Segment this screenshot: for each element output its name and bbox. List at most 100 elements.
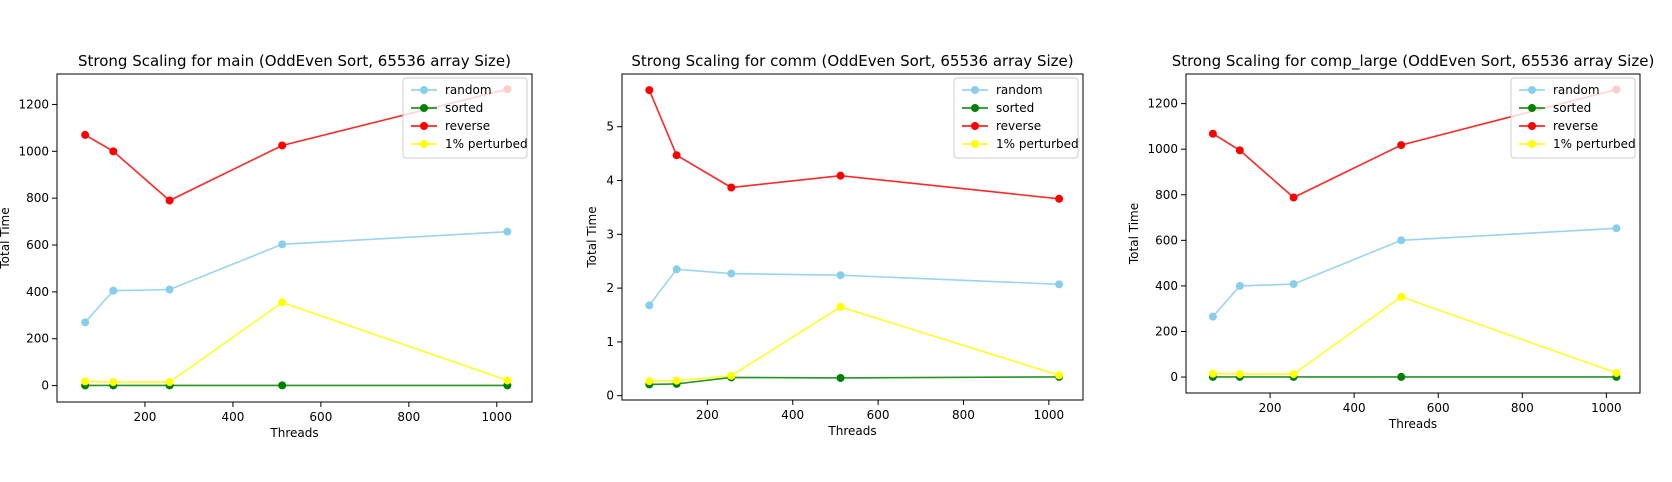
legend: random sorted reverse 1% perturbed xyxy=(402,77,528,159)
legend-marker xyxy=(1528,104,1536,112)
legend-label: random xyxy=(996,83,1043,97)
data-point xyxy=(645,377,654,386)
x-tick-label: 400 xyxy=(1343,401,1366,415)
data-point xyxy=(1289,280,1298,289)
y-tick-label: 1 xyxy=(606,335,614,349)
series-reverse xyxy=(645,86,1064,203)
axes-frame xyxy=(1185,73,1641,394)
y-tick-label: 200 xyxy=(26,332,49,346)
y-tick-label: 5 xyxy=(606,120,614,134)
y-tick-label: 400 xyxy=(1155,279,1178,293)
legend-box xyxy=(953,77,1079,159)
legend-marker xyxy=(420,140,428,148)
x-tick-label: 200 xyxy=(134,410,157,424)
y-axis-label: Total Time xyxy=(1127,203,1141,265)
y-tick-label: 1000 xyxy=(18,144,49,158)
legend-label: reverse xyxy=(445,119,490,133)
legend-item: sorted xyxy=(1519,101,1591,115)
legend-label: sorted xyxy=(445,101,483,115)
series-sorted xyxy=(645,372,1064,389)
y-tick-label: 1200 xyxy=(18,97,49,111)
data-point xyxy=(165,196,174,205)
legend-item: 1% perturbed xyxy=(411,137,528,151)
series-1-perturbed xyxy=(645,302,1064,386)
data-point xyxy=(109,378,118,387)
legend: random sorted reverse 1% perturbed xyxy=(1510,77,1636,159)
data-point xyxy=(1397,236,1406,245)
data-point xyxy=(503,227,512,236)
y-tick-label: 3 xyxy=(606,227,614,241)
chart-panel-1: Strong Scaling for main (OddEven Sort, 6… xyxy=(0,52,533,440)
x-tick-label: 600 xyxy=(867,408,890,422)
legend-marker xyxy=(971,104,979,112)
data-point xyxy=(727,269,736,278)
data-point xyxy=(165,285,174,294)
y-tick-label: 200 xyxy=(1155,324,1178,338)
data-point xyxy=(1055,280,1064,289)
data-point xyxy=(836,171,845,180)
data-point xyxy=(109,286,118,295)
data-point xyxy=(109,147,118,156)
legend-marker xyxy=(420,86,428,94)
x-tick-label: 1000 xyxy=(482,410,513,424)
chart-title: Strong Scaling for comm (OddEven Sort, 6… xyxy=(631,52,1073,70)
legend-marker xyxy=(971,122,979,130)
data-point xyxy=(278,141,287,150)
y-tick-label: 2 xyxy=(606,281,614,295)
legend-label: reverse xyxy=(996,119,1041,133)
data-point xyxy=(1289,370,1298,379)
data-point xyxy=(645,301,654,310)
data-point xyxy=(278,298,287,307)
axes-frame xyxy=(621,73,1084,401)
x-tick-label: 200 xyxy=(1259,401,1282,415)
data-point xyxy=(836,373,845,382)
x-tick-label: 800 xyxy=(1511,401,1534,415)
series-line xyxy=(1212,295,1617,375)
legend-marker xyxy=(420,104,428,112)
data-point xyxy=(1208,312,1217,321)
y-tick-label: 400 xyxy=(26,285,49,299)
data-point xyxy=(1289,193,1298,202)
legend-item: reverse xyxy=(411,119,490,133)
y-tick-label: 0 xyxy=(41,379,49,393)
legend-item: sorted xyxy=(411,101,483,115)
legend-item: 1% perturbed xyxy=(962,137,1079,151)
y-tick-label: 600 xyxy=(26,238,49,252)
series-line xyxy=(85,301,508,383)
data-point xyxy=(1055,371,1064,380)
data-point xyxy=(1235,281,1244,290)
legend-marker xyxy=(971,86,979,94)
data-point xyxy=(1055,194,1064,203)
legend-label: random xyxy=(445,83,492,97)
series-line xyxy=(649,306,1060,382)
data-point xyxy=(836,271,845,280)
legend-marker xyxy=(1528,86,1536,94)
legend-label: 1% perturbed xyxy=(445,137,528,151)
x-tick-label: 200 xyxy=(696,408,719,422)
data-point xyxy=(1612,368,1621,377)
x-tick-label: 600 xyxy=(309,410,332,424)
data-point xyxy=(1208,369,1217,378)
series-random xyxy=(81,227,512,327)
data-point xyxy=(1235,146,1244,155)
data-point xyxy=(278,240,287,249)
legend-marker xyxy=(971,140,979,148)
data-point xyxy=(727,371,736,380)
legend-item: 1% perturbed xyxy=(1519,137,1636,151)
x-tick-label: 400 xyxy=(781,408,804,422)
legend-label: sorted xyxy=(996,101,1034,115)
series-1-perturbed xyxy=(81,298,512,387)
legend-box xyxy=(1510,77,1636,159)
x-tick-label: 800 xyxy=(397,410,420,424)
series-random xyxy=(1208,224,1621,321)
chart-panel-3: Strong Scaling for comp_large (OddEven S… xyxy=(1127,52,1654,431)
legend-item: random xyxy=(1519,83,1600,97)
legend-box xyxy=(402,77,528,159)
legend-item: reverse xyxy=(1519,119,1598,133)
series-line xyxy=(648,268,1060,306)
legend-label: reverse xyxy=(1553,119,1598,133)
data-point xyxy=(278,381,287,390)
y-axis-label: Total Time xyxy=(585,206,599,268)
y-tick-label: 0 xyxy=(1170,370,1178,384)
